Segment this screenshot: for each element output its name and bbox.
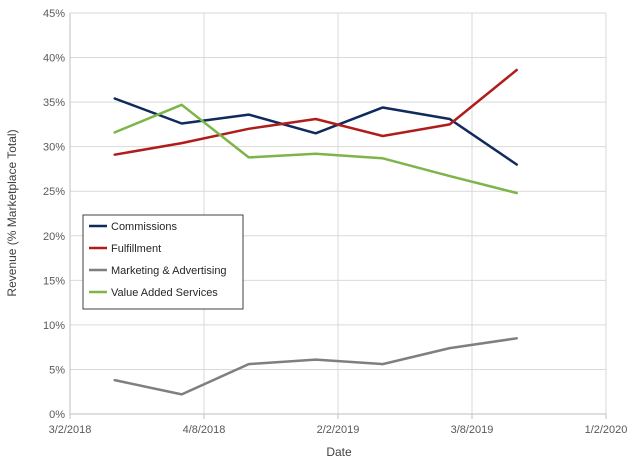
series-line-fulfillment bbox=[113, 68, 518, 156]
x-tick-label: 3/8/2019 bbox=[451, 424, 494, 436]
x-tick-label: 2/2/2019 bbox=[317, 424, 360, 436]
y-tick-label: 5% bbox=[49, 364, 65, 376]
series-line-commissions bbox=[113, 97, 518, 166]
y-tick-label: 35% bbox=[43, 97, 65, 109]
y-tick-label: 10% bbox=[43, 320, 65, 332]
y-tick-label: 0% bbox=[49, 409, 65, 421]
axes bbox=[69, 13, 607, 419]
y-tick-label: 45% bbox=[43, 8, 65, 20]
legend-label: Commissions bbox=[111, 221, 178, 233]
series-line-marketing-advertising bbox=[113, 337, 518, 396]
series-lines bbox=[113, 68, 518, 396]
legend-label: Marketing & Advertising bbox=[111, 265, 227, 277]
x-tick-label: 3/2/2018 bbox=[49, 424, 92, 436]
series-line-value-added-services bbox=[113, 103, 518, 195]
legend-label: Value Added Services bbox=[111, 287, 218, 299]
x-tick-label: 4/8/2018 bbox=[183, 424, 226, 436]
legend: Commissions Fulfillment Marketing & Advert… bbox=[82, 214, 244, 310]
y-tick-label: 20% bbox=[43, 231, 65, 243]
y-tick-label: 25% bbox=[43, 186, 65, 198]
y-tick-label: 15% bbox=[43, 275, 65, 287]
y-tick-label: 30% bbox=[43, 142, 65, 154]
tick-labels: 0% 5% 10% 15% 20% 25% 30% 35% 40% 45% 3/2/2018 4/8/… bbox=[43, 8, 627, 436]
legend-label: Fulfillment bbox=[111, 243, 161, 255]
y-tick-label: 40% bbox=[43, 53, 65, 65]
legend-box bbox=[82, 214, 244, 310]
x-axis-title: Date bbox=[326, 445, 352, 459]
x-tick-label: 1/2/2020 bbox=[585, 424, 628, 436]
y-axis-title: Revenue (% Marketplace Total) bbox=[5, 129, 19, 296]
